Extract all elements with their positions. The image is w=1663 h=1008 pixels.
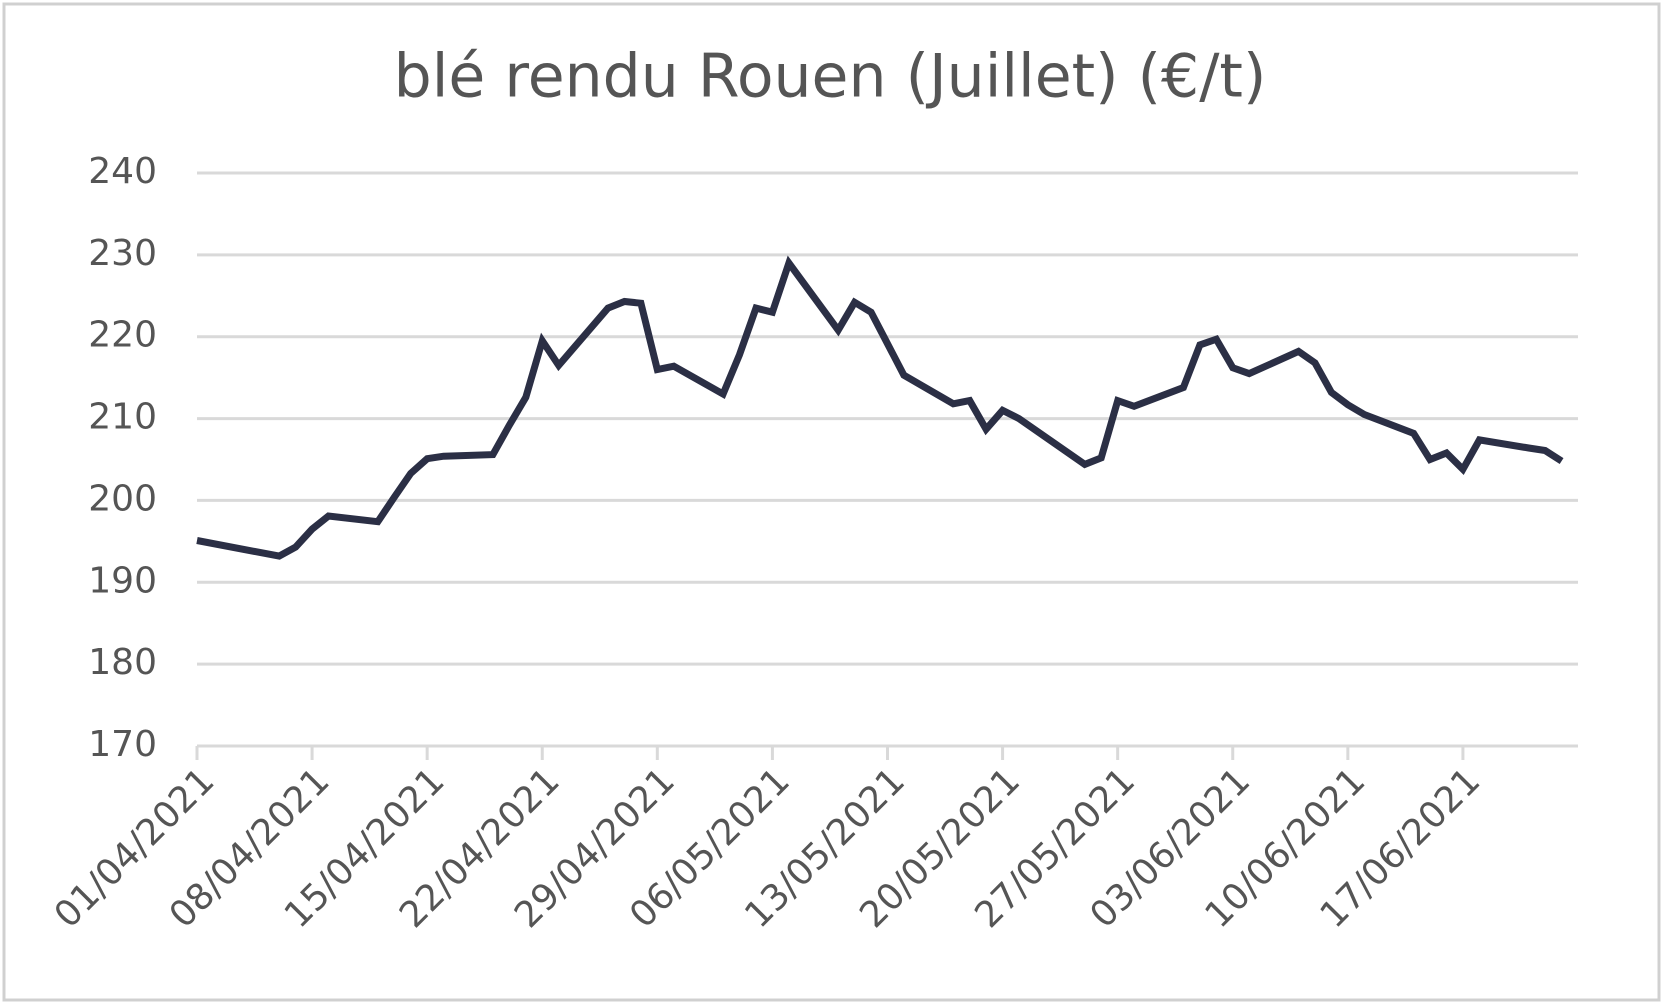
y-tick-label: 240 [88, 151, 157, 192]
line-series [196, 255, 1564, 560]
y-tick-label: 190 [88, 560, 157, 601]
y-tick-label: 220 [88, 315, 157, 356]
y-tick-label: 170 [88, 724, 157, 765]
y-tick-label: 230 [88, 233, 157, 274]
chart-title: blé rendu Rouen (Juillet) (€/t) [394, 42, 1267, 112]
y-tick-label: 210 [88, 397, 157, 438]
y-tick-label: 180 [88, 642, 157, 683]
y-tick-label: 200 [88, 478, 157, 519]
